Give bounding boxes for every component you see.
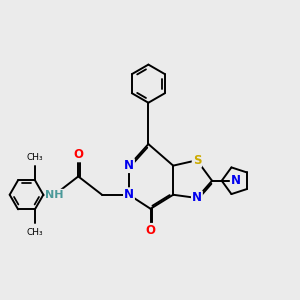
Text: N: N	[231, 174, 241, 187]
Text: N: N	[124, 159, 134, 172]
Text: CH₃: CH₃	[27, 228, 43, 237]
Text: NH: NH	[45, 190, 64, 200]
Text: S: S	[193, 154, 201, 167]
Text: O: O	[146, 224, 155, 237]
Text: N: N	[192, 191, 202, 205]
Text: O: O	[73, 148, 83, 161]
Text: CH₃: CH₃	[27, 153, 43, 162]
Text: N: N	[124, 188, 134, 201]
